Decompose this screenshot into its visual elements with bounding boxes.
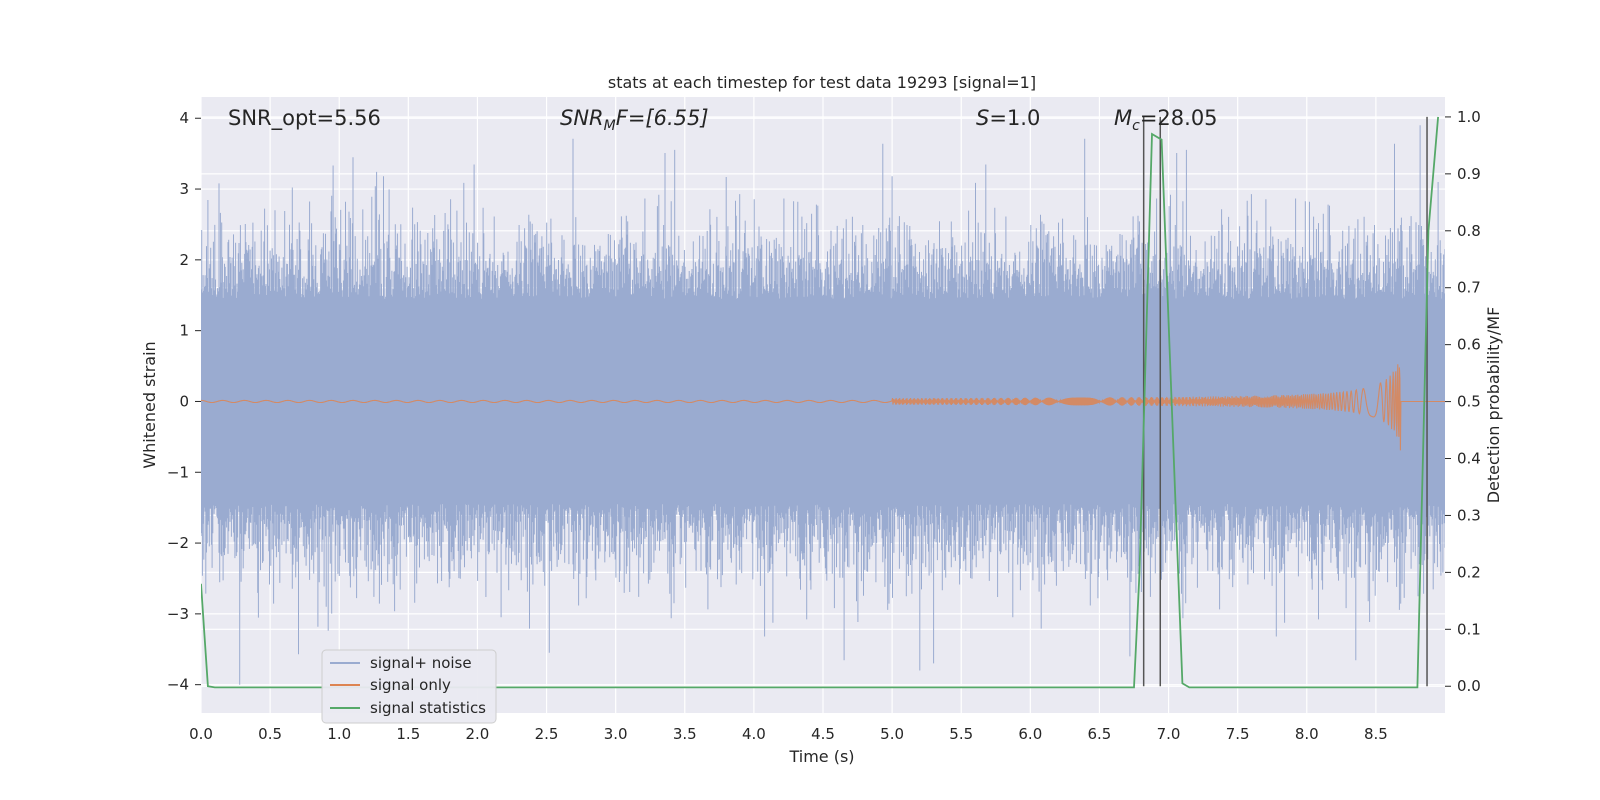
series-signal-statistics [201, 116, 1439, 689]
y-tick-label: −1 [167, 463, 189, 481]
y2-tick-label: 0.4 [1457, 450, 1481, 468]
y2-tick-label: 0.1 [1457, 620, 1481, 638]
y2-tick-label: 0.6 [1457, 336, 1481, 354]
x-tick-label: 7.5 [1226, 725, 1250, 743]
x-tick-label: 6.0 [1018, 725, 1042, 743]
plot-content [201, 116, 1445, 689]
x-tick-label: 1.0 [327, 725, 351, 743]
y-tick-label: 3 [179, 180, 189, 198]
annotation-mc: Mc=28.05 [1114, 106, 1218, 134]
legend-label-signal-only: signal only [370, 676, 451, 694]
y-tick-label: 0 [179, 392, 189, 410]
y-tick-label: −2 [167, 534, 189, 552]
x-tick-label: 7.0 [1157, 725, 1181, 743]
legend-box [321, 649, 497, 724]
y-tick-label: 4 [179, 109, 189, 127]
annotation-s: S=1.0 [976, 106, 1040, 130]
y2-tick-label: 0.2 [1457, 563, 1481, 581]
y-tick-label: 1 [179, 322, 189, 340]
x-axis-ticks: 0.0 0.5 1.0 1.5 2.0 2.5 3.0 3.5 4.0 4.5 5.0 5.5 6.0 6… [189, 725, 1388, 743]
x-tick-label: 0.5 [258, 725, 282, 743]
y-tick-label: −3 [167, 605, 189, 623]
chart-title: stats at each timestep for test data 192… [608, 73, 1036, 92]
y2-tick-label: 0.8 [1457, 222, 1481, 240]
x-tick-label: 0.0 [189, 725, 213, 743]
x-tick-label: 8.5 [1364, 725, 1388, 743]
y2-tick-label: 1.0 [1457, 108, 1481, 126]
y2-axis-label: Detection probability/MF [1484, 307, 1503, 504]
x-tick-label: 3.5 [673, 725, 697, 743]
y2-tick-label: 0.5 [1457, 393, 1481, 411]
y2-axis-ticks: 0.0 0.1 0.2 0.3 0.4 0.5 0.6 0.7 0.8 0.9 1.0 [1445, 108, 1481, 695]
y-tick-label: 2 [179, 251, 189, 269]
x-tick-label: 8.0 [1295, 725, 1319, 743]
y2-tick-label: 0.0 [1457, 677, 1481, 695]
x-tick-label: 4.0 [742, 725, 766, 743]
x-tick-label: 5.0 [880, 725, 904, 743]
annotation-snr-opt: SNR_opt=5.56 [228, 106, 381, 131]
y2-tick-label: 0.3 [1457, 506, 1481, 524]
legend-label-signal-statistics: signal statistics [370, 699, 486, 717]
x-tick-label: 6.5 [1088, 725, 1112, 743]
y-tick-label: −4 [167, 676, 189, 694]
legend-label-signal-noise: signal+ noise [370, 654, 472, 672]
y2-tick-label: 0.9 [1457, 165, 1481, 183]
series-signal-only [201, 364, 1445, 451]
y-axis-label: Whitened strain [140, 341, 159, 468]
x-tick-label: 5.5 [949, 725, 973, 743]
x-tick-label: 2.5 [535, 725, 559, 743]
y-axis-ticks: −4 −3 −2 −1 0 1 2 3 4 [167, 109, 201, 694]
legend: signal+ noise signal only signal statist… [321, 649, 497, 724]
x-tick-label: 4.5 [811, 725, 835, 743]
x-tick-label: 2.0 [466, 725, 490, 743]
annotation-snr-mf: SNRMF=[6.55] [560, 106, 709, 134]
x-tick-label: 3.0 [604, 725, 628, 743]
x-axis-label: Time (s) [788, 747, 854, 766]
y2-tick-label: 0.7 [1457, 279, 1481, 297]
x-tick-label: 1.5 [396, 725, 420, 743]
